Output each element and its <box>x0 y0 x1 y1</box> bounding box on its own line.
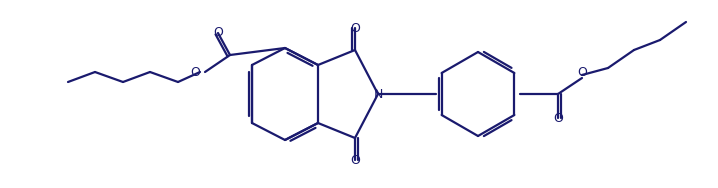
Text: N: N <box>373 87 383 101</box>
Text: O: O <box>213 27 223 39</box>
Text: O: O <box>553 111 563 124</box>
Text: O: O <box>577 67 587 80</box>
Text: O: O <box>350 21 360 35</box>
Text: O: O <box>350 153 360 167</box>
Text: O: O <box>190 65 200 79</box>
